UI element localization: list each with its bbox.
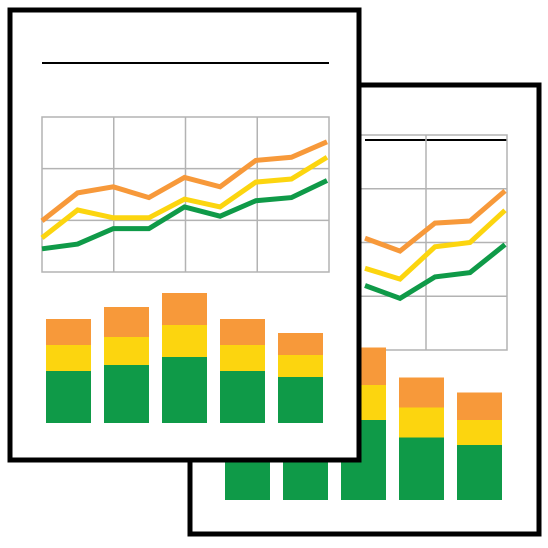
line-series-green <box>364 242 507 302</box>
bar-3-green-segment <box>162 357 207 423</box>
front-report-page <box>7 7 362 463</box>
bar-5-green-segment <box>278 377 323 423</box>
bar-3-yellow-segment <box>162 325 207 357</box>
line-series-orange <box>364 189 507 254</box>
bar-2-orange-segment <box>104 307 149 337</box>
bar-1-orange-segment <box>46 319 91 345</box>
bar-4-orange-segment <box>220 319 265 345</box>
bar-5-orange-segment <box>278 333 323 355</box>
line-series-green <box>41 178 329 252</box>
bar-3-orange-segment <box>162 293 207 325</box>
bar-4-orange-segment <box>399 377 444 408</box>
bar-4-green-segment <box>399 437 444 500</box>
bar-4-yellow-segment <box>220 345 265 371</box>
bar-5-yellow-segment <box>457 420 502 445</box>
bar-1-green-segment <box>46 371 91 423</box>
bar-5-green-segment <box>457 445 502 500</box>
bar-4-yellow-segment <box>399 407 444 438</box>
line-series-yellow <box>40 155 329 240</box>
line-series-yellow <box>364 208 507 282</box>
bar-5-orange-segment <box>457 392 502 420</box>
bar-2-yellow-segment <box>104 337 149 365</box>
line-series-orange <box>40 139 328 223</box>
bar-5-yellow-segment <box>278 355 323 377</box>
bar-4-green-segment <box>220 371 265 423</box>
bar-2-green-segment <box>104 365 149 423</box>
bar-1-yellow-segment <box>46 345 91 371</box>
